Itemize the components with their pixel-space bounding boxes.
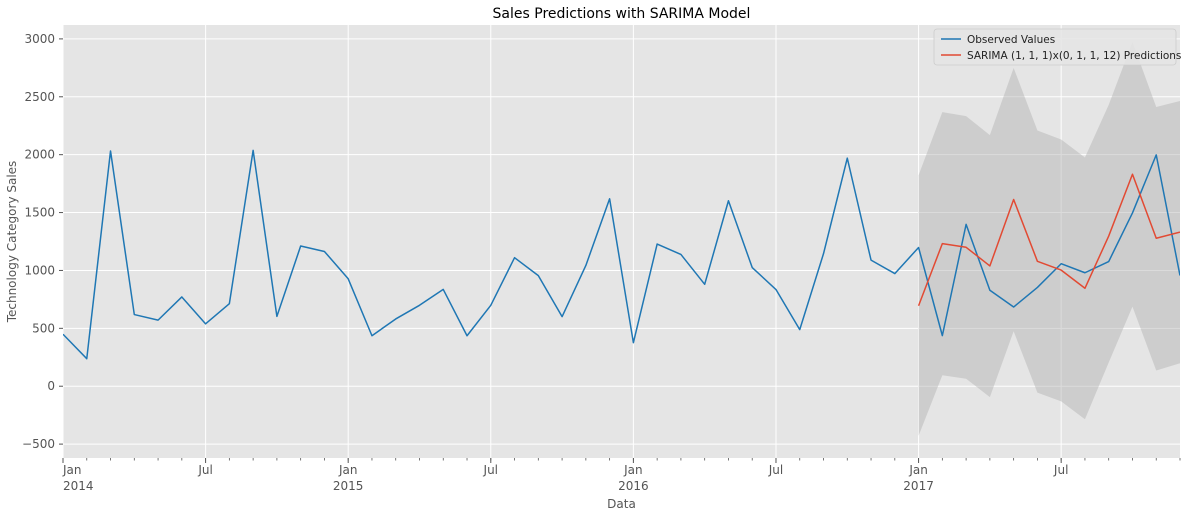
- x-axis-ticks: Jan 2014 Jul Jan 2015 Jul Jan 2016 Jul Jan 2017 Jul: [62, 458, 1181, 493]
- y-tick-label: −500: [22, 437, 55, 451]
- x-axis-label: Data: [607, 497, 636, 511]
- legend-label: SARIMA (1, 1, 1)x(0, 1, 1, 12) Predictio…: [967, 50, 1181, 62]
- series-line-0: [63, 149, 1180, 360]
- x-tick-label: Jul: [1053, 463, 1068, 477]
- series-line-1: [917, 173, 1180, 307]
- legend-box: [933, 28, 1177, 66]
- x-tick-label: Jan: [623, 463, 643, 477]
- x-tick-label: Jan: [908, 463, 928, 477]
- x-tick-year-label: 2014: [63, 479, 94, 493]
- x-tick-year-label: 2017: [903, 479, 934, 493]
- y-tick-label: 500: [32, 321, 55, 335]
- y-tick-label: 2000: [24, 148, 55, 162]
- x-tick-label: Jul: [197, 463, 212, 477]
- chart-title: Sales Predictions with SARIMA Model: [493, 6, 751, 22]
- y-tick-label: 1500: [24, 206, 55, 220]
- y-tick-label: 0: [47, 379, 55, 393]
- confidence-band: [918, 42, 1180, 436]
- x-tick-label: Jan: [62, 463, 82, 477]
- x-tick-year-label: 2016: [618, 479, 649, 493]
- y-axis-ticks: −500 0 500 1000 1500 2000 2500 3000: [22, 32, 63, 451]
- confidence-interval-band: [918, 42, 1180, 436]
- series-lines: [63, 149, 1180, 360]
- legend-label: Observed Values: [967, 34, 1055, 46]
- y-tick-label: 1000: [24, 263, 55, 277]
- x-tick-year-label: 2015: [333, 479, 364, 493]
- y-tick-label: 2500: [24, 90, 55, 104]
- legend: Observed Values SARIMA (1, 1, 1)x(0, 1, 1…: [933, 28, 1181, 66]
- y-axis-label: Technology Category Sales: [5, 161, 19, 324]
- x-tick-label: Jul: [768, 463, 783, 477]
- x-tick-label: Jul: [483, 463, 498, 477]
- y-tick-label: 3000: [24, 32, 55, 46]
- x-tick-label: Jan: [338, 463, 358, 477]
